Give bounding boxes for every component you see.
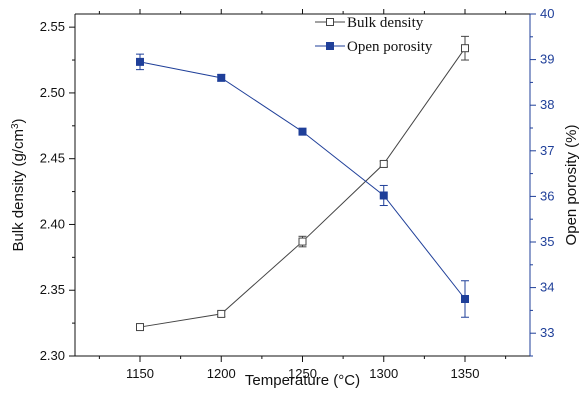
open-porosity-point xyxy=(136,57,144,66)
y-right-tick-label: 37 xyxy=(540,143,554,158)
open-porosity-point xyxy=(217,73,226,82)
y-right-tick-label: 35 xyxy=(540,234,554,249)
y-left-tick-label: 2.50 xyxy=(40,85,65,100)
y-right-tick-label: 34 xyxy=(540,280,554,295)
y-left-tick-label: 2.35 xyxy=(40,282,65,297)
x-tick-label: 1250 xyxy=(288,366,317,381)
x-tick-label: 1200 xyxy=(207,366,236,381)
legend-marker-bulk-density xyxy=(326,18,334,26)
legend-label-bulk-density: Bulk density xyxy=(347,15,424,31)
y-right-tick-label: 39 xyxy=(540,52,554,67)
y-left-tick-label: 2.55 xyxy=(40,19,65,34)
x-tick-label: 1350 xyxy=(451,366,480,381)
x-axis-title: Temperature (°C) xyxy=(245,372,360,389)
y-left-axis-title: Bulk density (g/cm3) xyxy=(10,118,28,251)
bulk-density-point xyxy=(461,44,469,53)
open-porosity-point xyxy=(298,127,307,136)
y-right-axis-title: Open porosity (%) xyxy=(563,125,580,246)
bulk-density-point xyxy=(298,237,307,246)
y-right-tick-label: 33 xyxy=(540,325,554,340)
open-porosity-point xyxy=(379,191,388,200)
y-left-tick-label: 2.45 xyxy=(40,151,65,166)
y-left-tick-label: 2.40 xyxy=(40,216,65,231)
y-right-tick-label: 40 xyxy=(540,6,554,21)
bulk-density-point xyxy=(217,309,226,318)
open-porosity-point xyxy=(461,295,469,303)
y-left-tick-label: 2.30 xyxy=(40,348,65,363)
legend-label-open-porosity: Open porosity xyxy=(347,39,433,55)
bulk-density-line xyxy=(139,47,466,328)
bulk-density-point xyxy=(379,159,388,168)
y-right-tick-label: 36 xyxy=(540,188,554,203)
x-tick-label: 1300 xyxy=(369,366,398,381)
bulk-density-point xyxy=(136,323,144,332)
legend-marker-open-porosity xyxy=(326,42,334,50)
open-porosity-line xyxy=(139,61,466,300)
x-tick-label: 1150 xyxy=(126,366,154,381)
y-right-tick-label: 38 xyxy=(540,97,554,112)
